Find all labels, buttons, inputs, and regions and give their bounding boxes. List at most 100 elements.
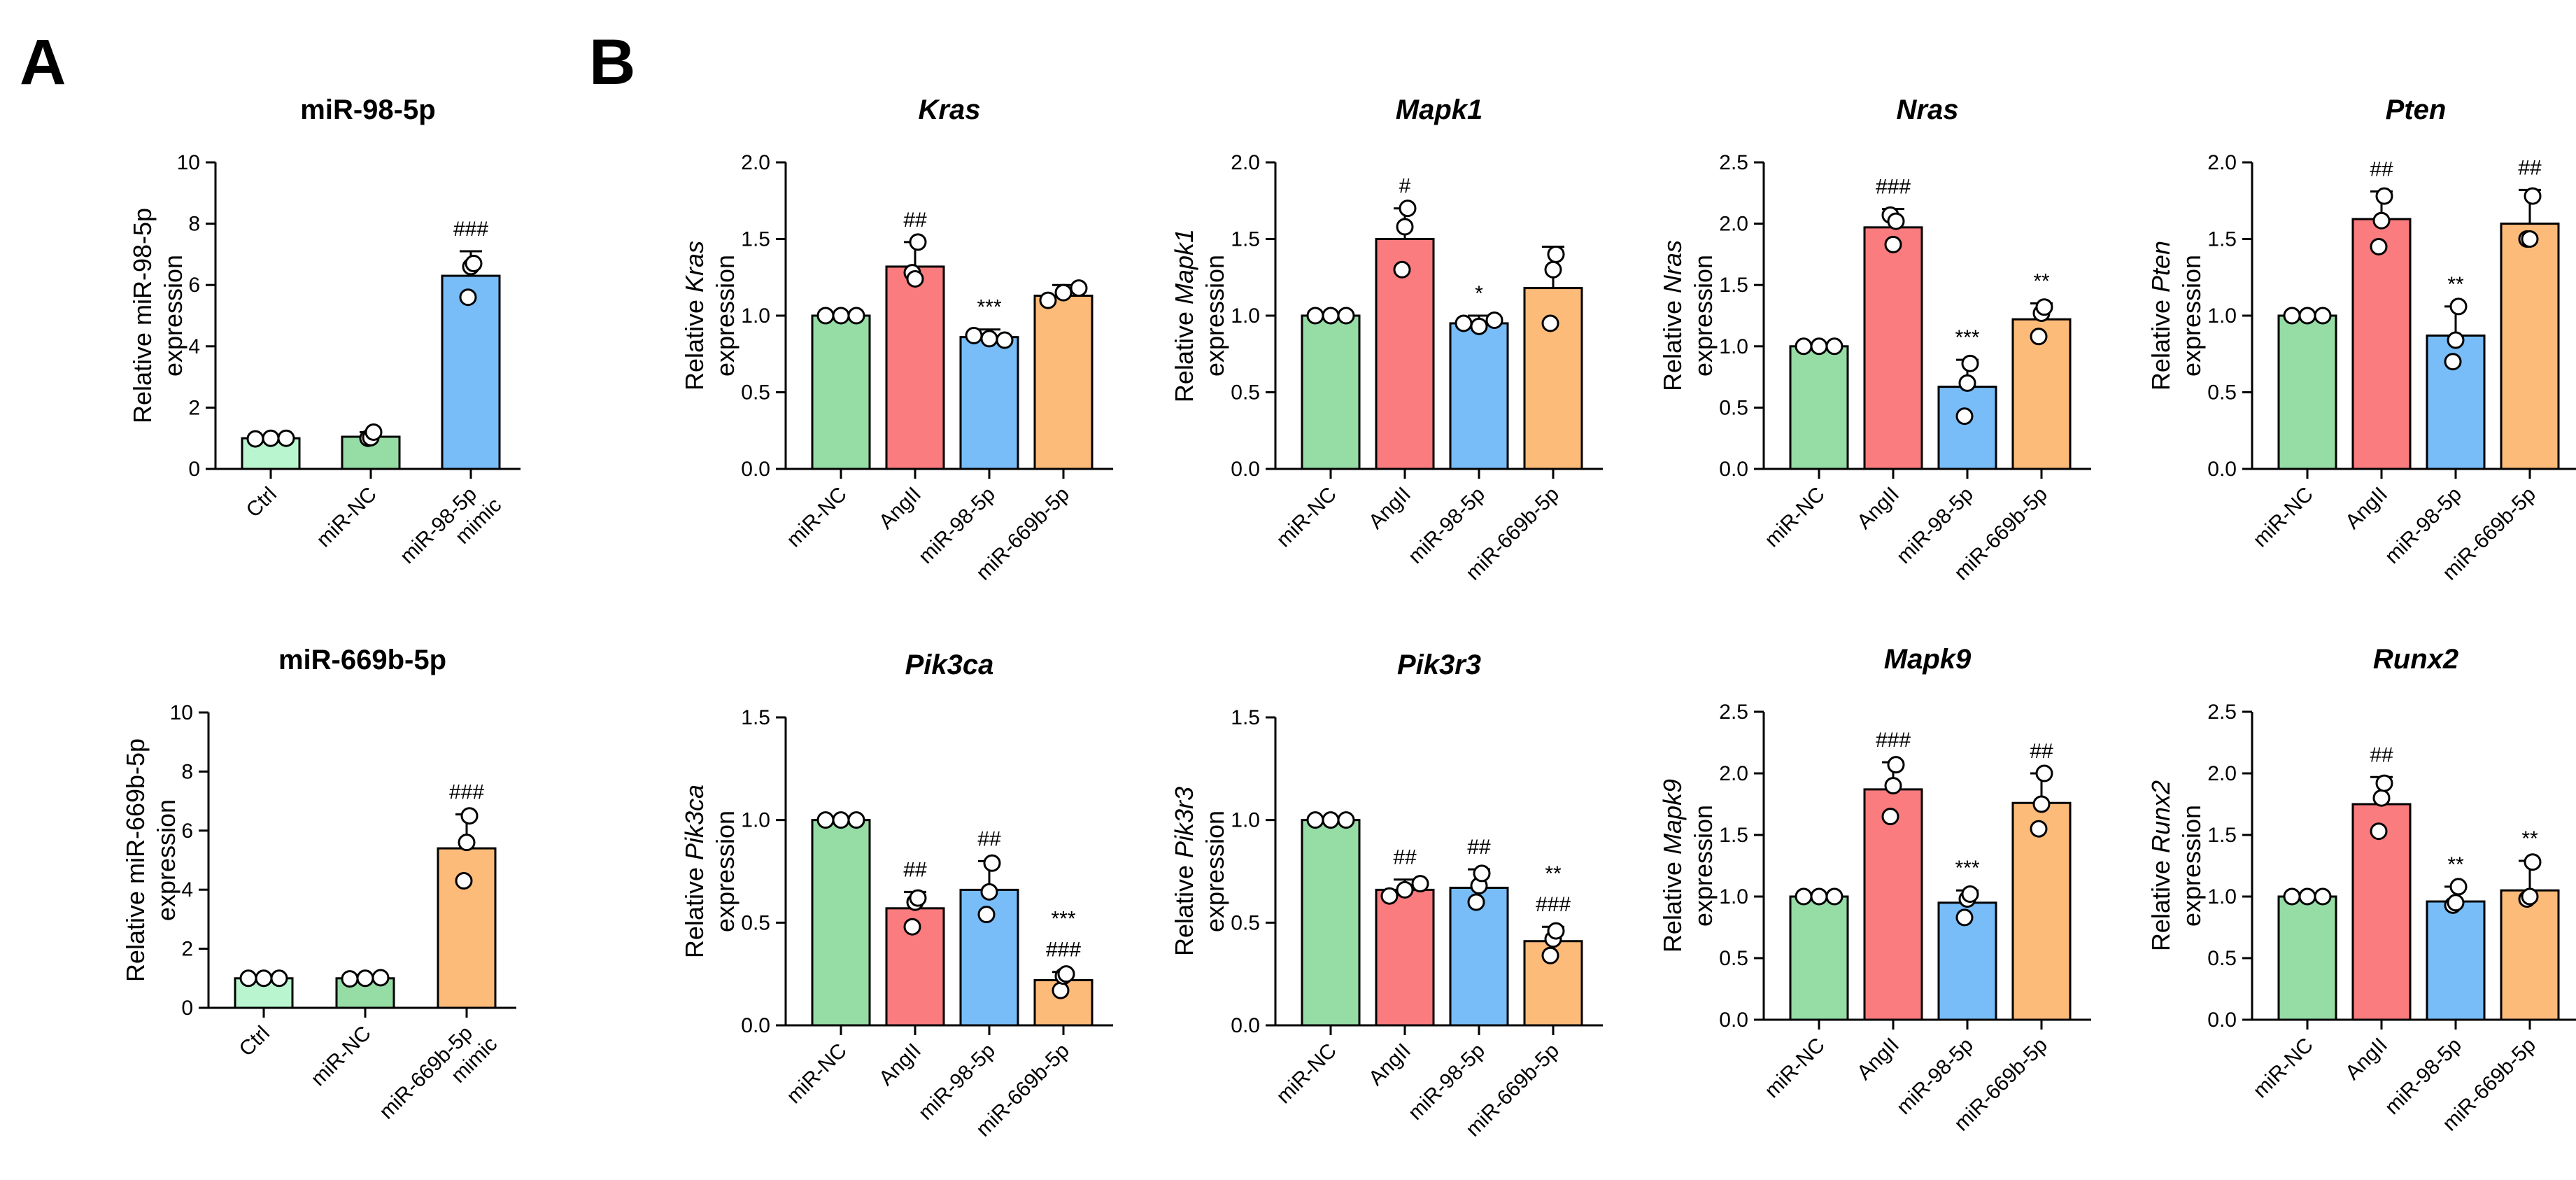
y-tick-label: 0.0	[2207, 1009, 2237, 1032]
data-point	[847, 811, 865, 829]
data-point	[2447, 331, 2465, 349]
y-tick-label: 2.5	[2207, 701, 2237, 724]
data-point	[1961, 354, 1979, 372]
significance-label: ###	[1876, 176, 1911, 199]
y-tick-label: 1.0	[1719, 335, 1748, 358]
category-label-line: miR-NC	[1272, 483, 1341, 552]
y-axis-label-suffix: expression	[1689, 805, 1718, 927]
data-point	[906, 269, 924, 288]
y-axis-label-prefix: Relative	[680, 860, 709, 958]
y-axis-label-gene: Mapk1	[1170, 229, 1198, 304]
data-point	[465, 255, 483, 273]
bar	[1789, 895, 1849, 1021]
category-label-line: AngII	[2341, 483, 2392, 534]
y-tick-label: 1.0	[1719, 885, 1748, 908]
data-point	[1306, 307, 1324, 325]
data-point	[2521, 230, 2539, 248]
significance-label: ***	[1955, 857, 1979, 880]
significance-label: #	[1399, 175, 1411, 198]
significance-label: **	[2447, 273, 2464, 296]
category-label-line: miR-NC	[1272, 1039, 1341, 1109]
y-tick-label: 0.5	[2207, 947, 2237, 970]
data-point	[2375, 187, 2393, 205]
significance-label: ##	[903, 209, 927, 232]
data-point	[1795, 337, 1813, 356]
data-point	[1825, 887, 1843, 906]
significance-label: ***	[1051, 908, 1075, 931]
data-point	[1306, 811, 1324, 829]
y-tick-label: 2.5	[1719, 701, 1748, 724]
y-tick-label: 10	[170, 701, 193, 724]
data-point	[277, 429, 295, 447]
y-tick-label: 2.5	[1719, 151, 1748, 174]
category-label: miR-NC	[1272, 483, 1341, 552]
data-point	[1810, 887, 1828, 906]
y-tick-label: 0.0	[1719, 458, 1748, 481]
chart-title: Kras	[919, 94, 981, 125]
data-point	[1884, 235, 1902, 253]
y-axis-label-suffix: expression	[1689, 255, 1718, 377]
bar	[2351, 218, 2412, 470]
significance-label: ##	[2030, 740, 2053, 763]
data-point	[1825, 337, 1843, 356]
category-label: miR-NC	[1272, 1039, 1341, 1109]
y-tick-label: 0.0	[741, 458, 770, 481]
category-label-line: miR-NC	[2249, 483, 2318, 552]
y-axis-label-gene: Pik3ca	[680, 785, 709, 860]
y-tick-label: 1.5	[2207, 824, 2237, 847]
y-axis-label: Relative miR-669b-5pexpression	[121, 738, 181, 982]
y-tick-label: 0.5	[741, 911, 770, 934]
y-tick-label: 8	[188, 213, 200, 236]
data-point	[2035, 298, 2053, 316]
bar	[437, 847, 497, 1009]
y-tick-label: 1.5	[1719, 824, 1748, 847]
bar	[959, 336, 1019, 470]
data-point	[2447, 894, 2465, 912]
data-point	[977, 906, 996, 924]
data-point	[365, 423, 383, 441]
data-point	[1955, 407, 1974, 426]
data-point	[1887, 212, 1905, 230]
data-point	[1884, 777, 1902, 795]
data-point	[1399, 199, 1417, 218]
data-point	[2375, 774, 2393, 792]
significance-label: ###	[1536, 893, 1571, 916]
category-label-line: AngII	[1853, 1034, 1904, 1085]
y-tick-label: 0.5	[741, 381, 770, 405]
category-label-line: AngII	[875, 483, 926, 534]
bar	[1301, 314, 1361, 470]
category-label-line: miR-NC	[782, 483, 851, 552]
data-point	[1467, 893, 1485, 911]
category-label: AngII	[2341, 483, 2392, 534]
category-label: AngII	[875, 1039, 926, 1090]
data-point	[1955, 908, 1974, 927]
category-label: miR-NC	[1760, 483, 1830, 552]
y-tick-label: 1.0	[1231, 304, 1260, 328]
chart-miR-98-5p: miR-98-5p 0 2 4 6 8 10 Relative miR-98-5pexpres…	[128, 94, 521, 568]
y-axis-label-prefix: Relative	[2146, 293, 2175, 391]
data-point	[1411, 875, 1429, 893]
data-point	[1795, 887, 1813, 906]
y-tick-label: 0.5	[1231, 911, 1260, 934]
y-tick-label: 0.0	[1719, 1009, 1748, 1032]
data-point	[1039, 291, 1057, 309]
data-point	[459, 288, 477, 307]
significance-label: ***	[1955, 326, 1979, 349]
significance-label: **	[2521, 827, 2538, 850]
y-tick-label: 1.0	[741, 809, 770, 832]
data-point	[455, 872, 473, 890]
significance-label: **	[2033, 269, 2050, 293]
y-tick-label: 1.5	[1231, 706, 1260, 729]
data-point	[1393, 260, 1411, 279]
data-point	[965, 326, 983, 344]
y-tick-label: 0	[188, 458, 200, 481]
bar	[2351, 803, 2412, 1021]
category-label: AngII	[1364, 1039, 1415, 1090]
y-tick-label: 0.0	[1231, 458, 1260, 481]
y-tick-label: 6	[181, 820, 193, 843]
data-point	[2370, 822, 2388, 841]
data-point	[1396, 218, 1414, 236]
data-point	[2314, 307, 2332, 325]
y-tick-label: 2.0	[1231, 151, 1260, 174]
